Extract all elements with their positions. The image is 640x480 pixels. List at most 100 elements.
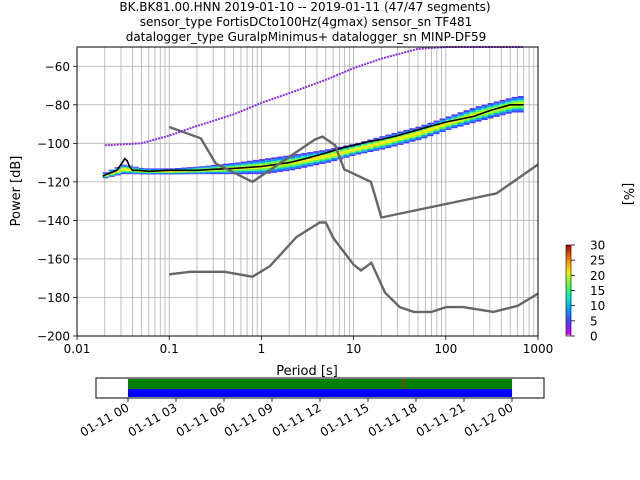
density-cell <box>391 138 398 140</box>
title-line-1: BK.BK81.00.HNN 2019-01-10 -- 2019-01-11 … <box>119 0 490 14</box>
density-cell <box>349 148 356 151</box>
density-cell <box>475 110 482 112</box>
density-cell <box>102 175 109 177</box>
density-cell <box>253 167 260 169</box>
density-cell <box>457 112 464 115</box>
density-cell <box>277 170 284 172</box>
density-cell <box>186 168 193 170</box>
density-cell <box>265 162 272 165</box>
density-cell <box>259 166 266 169</box>
density-cell <box>445 119 452 122</box>
density-cell <box>403 138 410 140</box>
density-cell <box>505 111 512 114</box>
density-cell <box>475 119 482 122</box>
density-cell <box>313 152 320 155</box>
x-tick-label: 0.1 <box>160 342 179 356</box>
density-cell <box>415 133 422 136</box>
density-cell <box>463 113 470 116</box>
density-cell <box>289 156 296 159</box>
density-cell <box>162 171 169 173</box>
density-cell <box>180 171 187 173</box>
density-cell <box>331 154 338 157</box>
density-cell <box>108 170 115 172</box>
density-cell <box>162 172 169 174</box>
density-cell <box>241 163 248 165</box>
y-tick-label: −160 <box>37 252 70 266</box>
density-cell <box>343 154 350 157</box>
density-cell <box>463 121 470 124</box>
density-cell <box>343 147 350 149</box>
density-cell <box>409 136 416 139</box>
density-cell <box>373 142 380 145</box>
density-cell <box>343 151 350 154</box>
density-cell <box>379 136 386 138</box>
density-cell <box>144 172 151 174</box>
density-cell <box>259 162 266 165</box>
density-cell <box>427 129 434 132</box>
density-cell <box>120 167 127 169</box>
density-cell <box>235 162 242 164</box>
density-cell <box>120 164 127 166</box>
density-cell <box>355 151 362 154</box>
density-cell <box>283 169 290 172</box>
density-cell <box>295 165 302 168</box>
density-cell <box>247 162 254 165</box>
density-cell <box>229 172 236 175</box>
density-cell <box>445 126 452 129</box>
density-cell <box>499 109 506 112</box>
density-cell <box>216 171 223 173</box>
colorbar-tick-label: 15 <box>590 284 605 298</box>
density-cell <box>241 164 248 167</box>
density-cell <box>481 108 488 111</box>
density-cell <box>241 172 248 175</box>
density-cell <box>241 169 248 172</box>
density-cell <box>421 134 428 137</box>
density-cell <box>325 155 332 158</box>
density-cell <box>385 134 392 137</box>
density-cell <box>132 172 139 174</box>
density-cell <box>259 170 266 173</box>
density-cell <box>313 163 320 166</box>
timeline-tick-label: 01-11 00 <box>78 400 132 439</box>
density-cell <box>295 153 302 156</box>
density-cell <box>150 172 157 174</box>
density-cell <box>210 171 217 174</box>
density-cell <box>186 168 193 170</box>
density-cell <box>379 144 386 147</box>
density-cell <box>144 169 151 171</box>
density-cell <box>505 107 512 110</box>
density-cell <box>235 165 242 167</box>
density-cell <box>156 173 163 175</box>
density-cell <box>150 168 157 170</box>
density-cell <box>186 170 193 172</box>
density-cell <box>331 159 338 162</box>
density-cell <box>277 160 284 163</box>
density-cell <box>343 150 350 152</box>
density-cell <box>301 160 308 163</box>
density-cell <box>511 100 518 103</box>
density-cell <box>259 172 266 175</box>
density-cell <box>295 167 302 170</box>
density-cell <box>108 174 115 176</box>
density-cell <box>427 124 434 127</box>
density-cell <box>409 134 416 137</box>
density-cell <box>174 171 181 173</box>
density-cell <box>162 169 169 171</box>
density-cell <box>439 125 446 127</box>
density-cell <box>319 160 326 163</box>
density-cell <box>433 132 440 135</box>
density-cell <box>210 166 217 168</box>
density-cell <box>409 128 416 130</box>
density-cell <box>397 136 404 139</box>
density-cell <box>114 171 121 173</box>
density-cell <box>499 113 506 116</box>
density-cell <box>253 161 260 164</box>
density-cell <box>301 162 308 165</box>
density-cell <box>102 172 109 174</box>
density-cell <box>517 98 524 101</box>
density-cell <box>361 150 368 152</box>
density-cell <box>283 167 290 170</box>
colorbar-tick-label: 30 <box>590 239 605 253</box>
density-cell <box>259 160 266 163</box>
